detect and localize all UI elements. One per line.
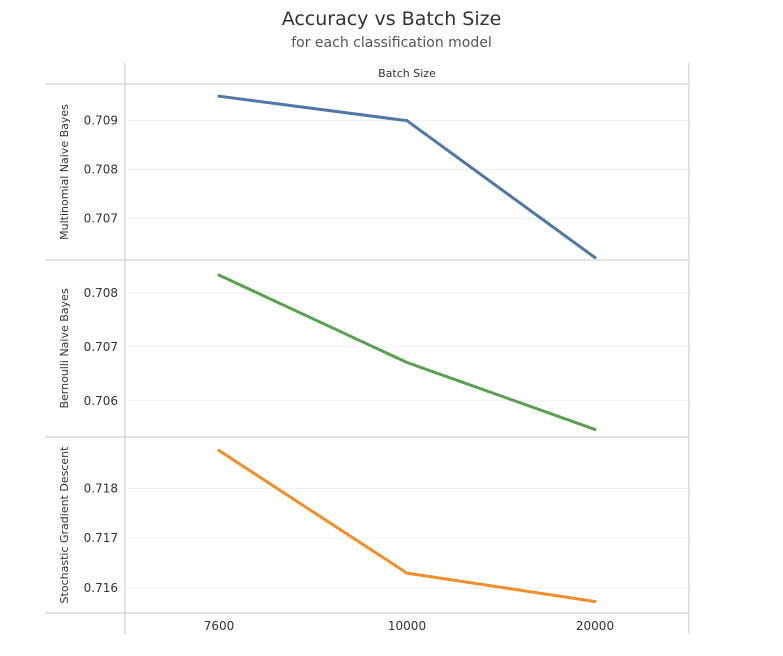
y-tick-label: 0.707 [84, 340, 118, 354]
series-line [217, 449, 597, 603]
data-point [217, 273, 221, 277]
y-tick-label: 0.718 [84, 481, 118, 495]
label-layer: 0.707 0.708 0.709 Multinomial Naive Bayes 0.… [58, 104, 614, 633]
y-tick-label: 0.708 [84, 286, 118, 300]
y-tick-label: 0.708 [84, 163, 118, 177]
data-point [405, 361, 409, 365]
y-tick-label: 0.709 [84, 114, 118, 128]
frame [45, 63, 690, 634]
y-tick-label: 0.716 [84, 581, 118, 595]
data-point [593, 427, 597, 431]
chart-title: Accuracy vs Batch Size [281, 8, 502, 30]
data-point [217, 448, 221, 452]
column-header: Batch Size [378, 67, 436, 80]
panel-label: Stochastic Gradient Descent [58, 446, 71, 604]
y-tick-label: 0.717 [84, 531, 118, 545]
data-point [405, 119, 409, 123]
data-point [405, 571, 409, 575]
y-tick-label: 0.706 [84, 394, 118, 408]
y-tick-label: 0.707 [84, 211, 118, 225]
grid-layer [125, 120, 689, 589]
panel-label: Bernoulli Naive Bayes [58, 288, 71, 408]
series-line [217, 273, 597, 431]
x-tick-label: 7600 [204, 619, 235, 633]
data-point [217, 94, 221, 98]
data-point [593, 600, 597, 604]
x-tick-label: 10000 [388, 619, 426, 633]
data-point [593, 256, 597, 260]
line-layer [217, 94, 597, 604]
x-tick-label: 20000 [576, 619, 614, 633]
panel-label: Multinomial Naive Bayes [58, 104, 71, 240]
chart-subtitle: for each classification model [291, 35, 492, 51]
